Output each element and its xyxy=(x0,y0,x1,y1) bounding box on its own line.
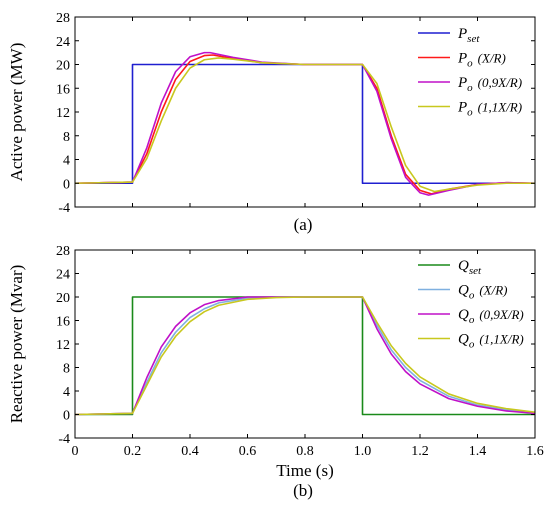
panel-caption: (b) xyxy=(293,481,313,500)
legend-entry: Po (X/R) xyxy=(457,51,506,70)
y-tick-label: 24 xyxy=(56,268,70,283)
legend-entry: Pset xyxy=(457,26,480,45)
y-tick-label: 4 xyxy=(63,154,70,169)
y-tick-label: 24 xyxy=(56,35,70,50)
y-tick-label: 4 xyxy=(63,385,70,400)
legend-entry: Po (0,9X/R) xyxy=(457,75,522,94)
series-line-2 xyxy=(75,51,535,196)
y-tick-label: 20 xyxy=(56,291,70,306)
series-line-0 xyxy=(75,63,535,185)
y-tick-label: 16 xyxy=(56,315,70,330)
x-tick-label: 1.6 xyxy=(526,444,544,459)
y-tick-label: 0 xyxy=(63,177,70,192)
y-tick-label: 8 xyxy=(63,362,70,377)
series-line-3 xyxy=(75,57,535,193)
legend-entry: Qo (X/R) xyxy=(458,283,508,302)
series-line-3 xyxy=(75,296,535,416)
y-tick-label: 28 xyxy=(56,11,70,26)
x-tick-label: 0.6 xyxy=(239,444,257,459)
x-tick-label: 1.0 xyxy=(354,444,372,459)
y-tick-label: -4 xyxy=(58,432,70,447)
y-tick-label: -4 xyxy=(58,201,70,216)
y-tick-label: 12 xyxy=(56,338,70,353)
panel-caption: (a) xyxy=(294,215,313,234)
legend-entry: Po (1,1X/R) xyxy=(457,100,522,119)
x-tick-label: 0.2 xyxy=(124,444,142,459)
y-tick-label: 12 xyxy=(56,106,70,121)
x-tick-label: 0 xyxy=(72,444,79,459)
x-tick-label: 1.2 xyxy=(411,444,429,459)
y-axis-label: Active power (MW) xyxy=(7,43,26,182)
x-tick-label: 0.8 xyxy=(296,444,314,459)
legend: Qset Qo (X/R) Qo (0,9X/R) Qo (1,1X/R) xyxy=(418,258,524,351)
x-axis-label: Time (s) xyxy=(276,461,333,480)
x-tick-label: 1.4 xyxy=(469,444,487,459)
legend: Pset Po (X/R) Po (0,9X/R) Po (1,1X/R) xyxy=(418,26,522,119)
y-tick-label: 0 xyxy=(63,409,70,424)
legend-entry: Qo (1,1X/R) xyxy=(458,332,524,351)
legend-entry: Qset xyxy=(458,258,482,277)
y-tick-label: 20 xyxy=(56,59,70,74)
y-tick-label: 28 xyxy=(56,244,70,259)
y-tick-label: 16 xyxy=(56,82,70,97)
y-tick-label: 8 xyxy=(63,130,70,145)
legend-entry: Qo (0,9X/R) xyxy=(458,307,524,326)
y-axis-label: Reactive power (Mvar) xyxy=(7,265,26,424)
x-tick-label: 0.4 xyxy=(181,444,199,459)
